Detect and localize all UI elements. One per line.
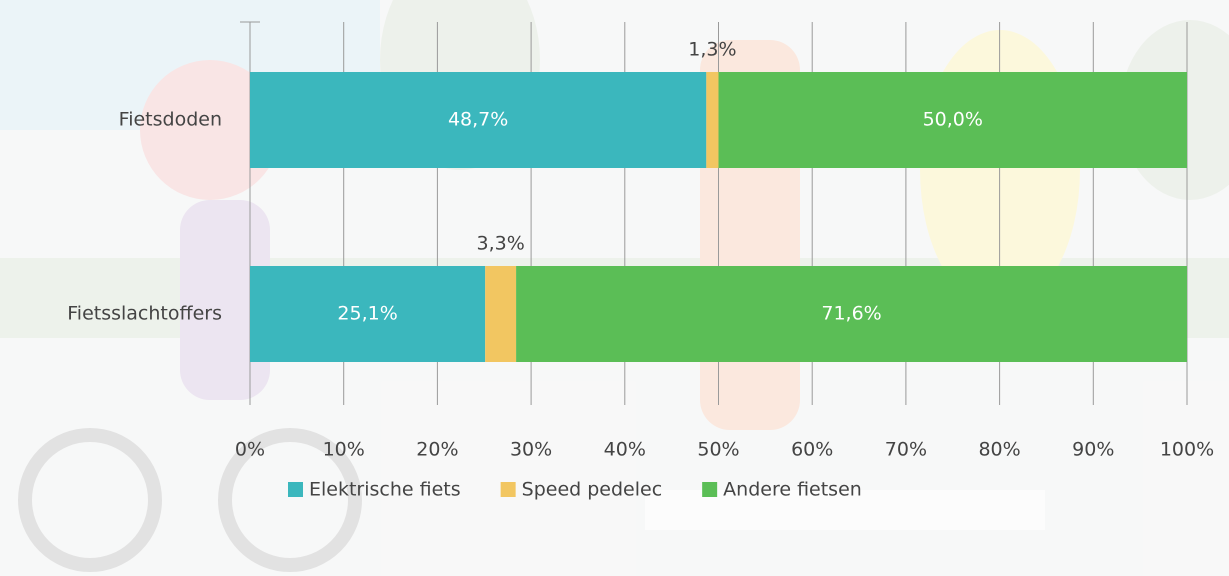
bar-segment xyxy=(250,266,486,362)
x-tick-label: 60% xyxy=(791,439,833,461)
value-label: 71,6% xyxy=(821,303,881,325)
x-tick-label: 70% xyxy=(885,439,927,461)
x-tick-label: 100% xyxy=(1160,439,1214,461)
bar-segment xyxy=(516,266,1187,362)
legend-swatch xyxy=(500,482,516,497)
bar-segment xyxy=(250,72,707,168)
x-tick-label: 80% xyxy=(978,439,1020,461)
x-tick-label: 0% xyxy=(235,439,265,461)
legend-swatch xyxy=(702,482,718,497)
value-label: 48,7% xyxy=(448,109,508,131)
x-tick-label: 20% xyxy=(416,439,458,461)
bar-segment xyxy=(706,72,719,168)
legend-swatch xyxy=(288,482,303,497)
bar-segment xyxy=(718,72,1187,168)
x-tick-label: 90% xyxy=(1072,439,1114,461)
x-tick-label: 40% xyxy=(604,439,646,461)
value-label: 3,3% xyxy=(477,233,525,255)
category-label: Fietsdoden xyxy=(119,109,222,131)
category-label: Fietsslachtoffers xyxy=(67,303,222,325)
value-label: 25,1% xyxy=(337,303,397,325)
x-tick-label: 50% xyxy=(697,439,739,461)
legend-label: Elektrische fiets xyxy=(309,479,461,501)
bar-segment xyxy=(485,266,517,362)
legend-label: Speed pedelec xyxy=(522,479,663,501)
value-label: 1,3% xyxy=(688,39,736,61)
x-tick-label: 30% xyxy=(510,439,552,461)
value-label: 50,0% xyxy=(923,109,983,131)
legend-label: Andere fietsen xyxy=(723,479,862,501)
x-tick-label: 10% xyxy=(323,439,365,461)
